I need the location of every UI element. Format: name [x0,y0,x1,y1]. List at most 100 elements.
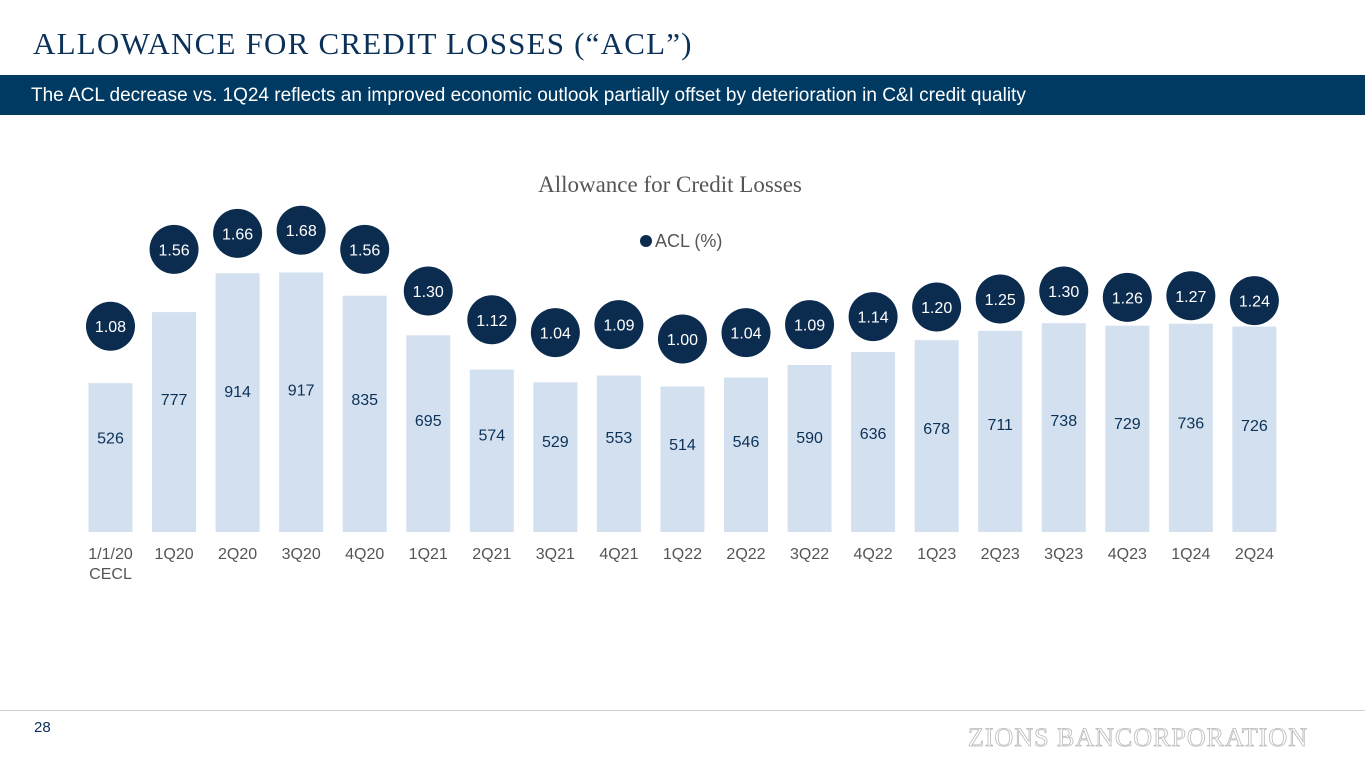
acl-bar [1168,323,1213,532]
ratio-value-label: 1.27 [1175,289,1206,306]
bar-value-label: 729 [1114,416,1141,433]
ratio-marker [912,282,962,332]
acl-bar [1232,326,1277,532]
ratio-value-label: 1.08 [95,319,126,336]
acl-bar [1041,323,1086,532]
x-tick-label: 2Q24 [1235,546,1274,563]
x-tick-label: 4Q20 [345,546,384,563]
bar-value-label: 917 [288,383,315,400]
ratio-value-label: 1.66 [222,226,253,243]
x-tick-label: 3Q23 [1044,546,1083,563]
acl-bar [533,382,578,532]
acl-chart: 526 1.08 1/1/20 CECL 777 1.56 1Q20 914 1.66 2Q20 9… [86,205,1279,583]
x-tick-label: 2Q21 [472,546,511,563]
acl-bar [279,272,324,532]
ratio-value-label: 1.30 [1048,284,1079,301]
bar-value-label: 726 [1241,418,1268,435]
ratio-value-label: 1.09 [603,318,634,335]
acl-bar [152,312,197,532]
ratio-marker [403,266,453,316]
ratio-marker [848,292,898,342]
ratio-value-label: 1.09 [794,318,825,335]
bar-value-label: 738 [1050,413,1077,430]
x-tick-label: 2Q23 [981,546,1020,563]
slide-title: ALLOWANCE FOR CREDIT LOSSES (“ACL”) [33,26,693,61]
ratio-value-label: 1.24 [1239,294,1270,311]
ratio-marker [1039,266,1089,316]
ratio-value-label: 1.56 [158,242,189,259]
acl-bar [978,330,1023,532]
acl-bar [342,295,387,532]
bar-value-label: 914 [224,384,251,401]
ratio-marker [1102,272,1152,322]
ratio-marker [340,224,390,274]
acl-bar [596,375,641,532]
ratio-marker [594,300,644,350]
acl-bar [660,386,705,532]
ratio-value-label: 1.14 [858,310,889,327]
x-tick-label: 3Q20 [282,546,321,563]
ratio-value-label: 1.00 [667,332,698,349]
ratio-marker [657,314,707,364]
ratio-marker [721,308,771,358]
ratio-value-label: 1.26 [1112,290,1143,307]
bar-value-label: 553 [606,430,633,447]
bar-value-label: 678 [923,421,950,438]
x-tick-label: 1Q20 [154,546,193,563]
footer-divider [0,710,1365,711]
x-tick-label: 1/1/20 CECL [88,546,133,583]
acl-bar [1105,325,1150,532]
acl-bar [724,377,768,532]
x-tick-label: 4Q21 [599,546,638,563]
ratio-value-label: 1.04 [730,326,761,343]
acl-bar [406,335,451,532]
acl-bar [88,383,133,532]
bar-value-label: 695 [415,413,442,430]
ratio-marker [467,295,517,345]
ratio-marker [975,274,1025,324]
x-tick-label: 1Q23 [917,546,956,563]
ratio-value-label: 1.30 [413,284,444,301]
x-tick-label: 4Q22 [854,546,893,563]
ratio-marker [276,205,326,255]
bar-value-label: 590 [796,430,823,447]
acl-bar [914,340,959,532]
ratio-value-label: 1.25 [985,292,1016,309]
bar-value-label: 736 [1177,415,1204,432]
ratio-value-label: 1.68 [286,223,317,240]
bar-value-label: 546 [733,434,760,451]
company-logo: ZIONS BANCORPORATION [968,723,1308,753]
bar-value-label: 835 [351,392,378,409]
bar-value-label: 711 [987,417,1013,434]
bar-value-label: 514 [669,437,696,454]
x-tick-label: 1Q22 [663,546,702,563]
x-tick-label: 1Q24 [1171,546,1210,563]
key-message-banner: The ACL decrease vs. 1Q24 reflects an im… [0,75,1365,115]
ratio-marker [785,300,835,350]
bar-value-label: 574 [478,427,505,444]
acl-bar [851,352,896,532]
x-tick-label: 4Q23 [1108,546,1147,563]
x-tick-label: 2Q20 [218,546,257,563]
ratio-marker [530,308,580,358]
chart-title: Allowance for Credit Losses [538,172,802,197]
ratio-value-label: 1.04 [540,326,571,343]
ratio-marker [149,224,199,274]
x-tick-label: 3Q22 [790,546,829,563]
chart-legend: ACL (%) [640,230,722,252]
ratio-marker [86,301,135,351]
ratio-marker [1166,271,1216,321]
legend-label: ACL (%) [655,230,723,251]
legend-marker-icon [640,235,652,247]
x-tick-label: 2Q22 [726,546,765,563]
acl-bar [215,273,260,532]
ratio-value-label: 1.20 [921,300,952,317]
ratio-value-label: 1.56 [349,242,380,259]
key-message-text: The ACL decrease vs. 1Q24 reflects an im… [31,85,1026,106]
bar-value-label: 636 [860,426,887,443]
bar-value-label: 529 [542,434,569,451]
ratio-marker [213,208,263,258]
page-number: 28 [34,719,51,736]
x-tick-label: 1Q21 [409,546,448,563]
x-tick-label: 3Q21 [536,546,575,563]
